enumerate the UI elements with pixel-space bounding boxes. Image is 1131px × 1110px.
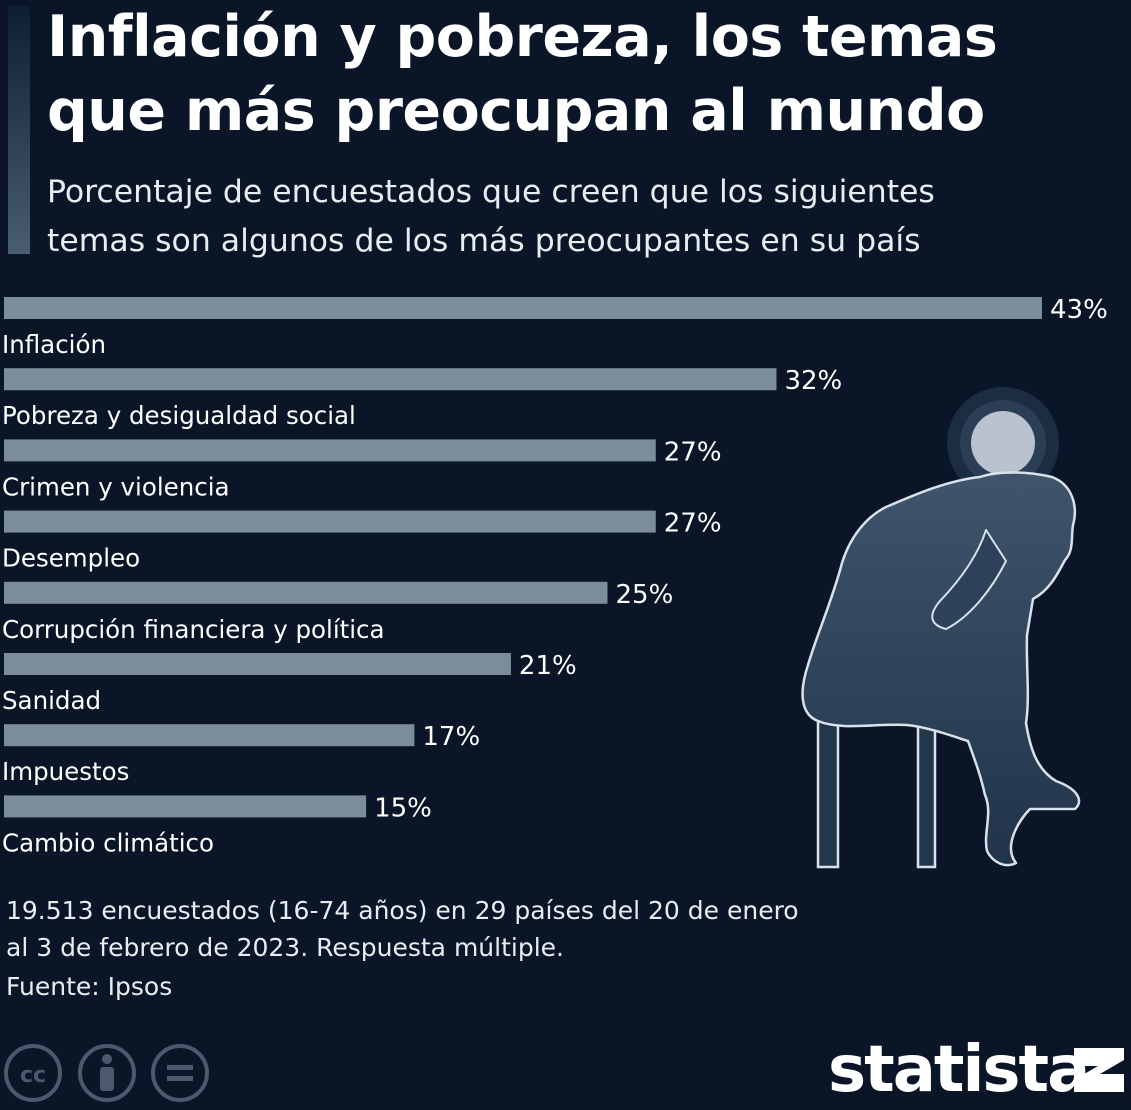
category-label: Impuestos: [2, 757, 129, 786]
category-label: Corrupción financiera y política: [2, 615, 385, 644]
creative-commons-icon[interactable]: cc: [4, 1044, 62, 1102]
chart-title-line2: que más preocupan al mundo: [47, 78, 985, 144]
bar-row: 27% Crimen y violencia: [2, 437, 722, 501]
bar-value-label: 27%: [664, 509, 722, 539]
chart-title-line1: Inflación y pobreza, los temas: [47, 4, 998, 70]
footnote-line2: al 3 de febrero de 2023. Respuesta múlti…: [6, 933, 564, 962]
bar: [4, 510, 656, 533]
category-label: Sanidad: [2, 686, 101, 715]
bar: [4, 724, 415, 747]
statista-logo[interactable]: statista: [828, 1033, 1090, 1107]
chart-subtitle: Porcentaje de encuestados que creen que …: [47, 168, 1122, 266]
category-label: Pobreza y desigualdad social: [2, 401, 356, 430]
footnote: 19.513 encuestados (16-74 años) en 29 pa…: [6, 892, 906, 966]
bar: [4, 795, 367, 818]
bar: [4, 653, 511, 675]
bar-row: 17% Impuestos: [2, 722, 480, 786]
category-label: Inflación: [2, 330, 106, 359]
category-label: Cambio climático: [2, 828, 214, 857]
source-note: Fuente: Ipsos: [6, 972, 173, 1001]
bar-chart: 43% Inflación 32% Pobreza y desigualdad soc…: [2, 295, 1108, 857]
category-label: Desempleo: [2, 544, 140, 573]
svg-text:cc: cc: [20, 1063, 46, 1088]
bar-row: 25% Corrupción financiera y política: [2, 580, 673, 644]
bar-row: 15% Cambio climático: [2, 793, 432, 857]
bar-row: 43% Inflación: [2, 295, 1108, 359]
bar-value-label: 32%: [784, 366, 842, 396]
statista-logo-icon: [1074, 1048, 1124, 1092]
bar-value-label: 43%: [1050, 295, 1108, 325]
bar-row: 27% Desempleo: [2, 509, 722, 573]
category-label: Crimen y violencia: [2, 472, 230, 501]
bar-value-label: 27%: [664, 437, 722, 467]
bar: [4, 439, 656, 462]
bar-row: 32% Pobreza y desigualdad social: [2, 366, 842, 430]
bar: [4, 297, 1042, 319]
bar-row: 21% Sanidad: [2, 651, 577, 715]
chart-title: Inflación y pobreza, los temas que más p…: [47, 0, 1117, 148]
bar-value-label: 15%: [374, 793, 432, 823]
bar: [4, 368, 777, 391]
worried-person-icon: [801, 387, 1081, 869]
bar-value-label: 17%: [422, 722, 480, 752]
bar-value-label: 25%: [615, 580, 673, 610]
no-derivatives-icon[interactable]: [151, 1044, 209, 1102]
bar-value-label: 21%: [519, 651, 577, 681]
footnote-line1: 19.513 encuestados (16-74 años) en 29 pa…: [6, 896, 799, 925]
chart-subtitle-line2: temas son algunos de los más preocupante…: [47, 223, 921, 259]
chart-subtitle-line1: Porcentaje de encuestados que creen que …: [47, 174, 935, 210]
title-accent-bar: [8, 6, 30, 254]
attribution-icon[interactable]: [78, 1044, 136, 1102]
bar: [4, 581, 608, 604]
license-icons: cc: [4, 1044, 209, 1102]
